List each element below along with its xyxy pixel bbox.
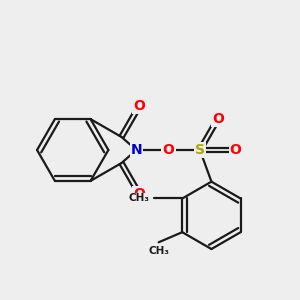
Text: CH₃: CH₃ bbox=[148, 246, 169, 256]
Text: O: O bbox=[133, 99, 145, 113]
Text: S: S bbox=[195, 143, 205, 157]
Text: O: O bbox=[212, 112, 224, 126]
Text: N: N bbox=[130, 143, 142, 157]
Text: O: O bbox=[230, 143, 242, 157]
Text: O: O bbox=[133, 187, 145, 201]
Text: O: O bbox=[163, 143, 175, 157]
Text: CH₃: CH₃ bbox=[129, 194, 150, 203]
